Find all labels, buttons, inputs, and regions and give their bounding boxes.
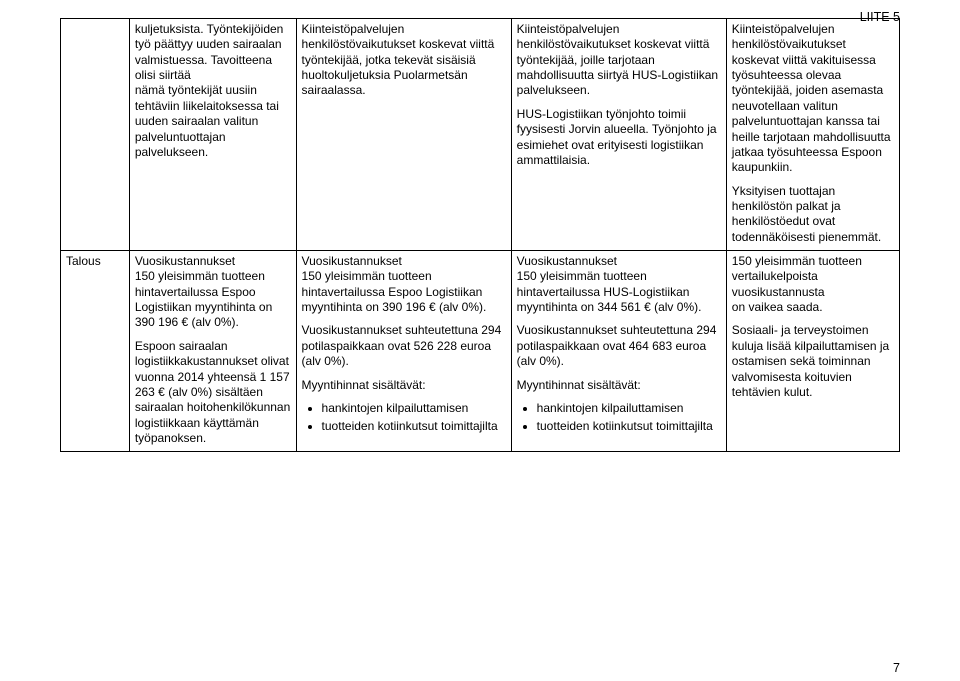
paragraph: HUS-Logistiikan työnjohto toimii fyysise… [517,107,721,168]
paragraph: kuljetuksista. Työntekijöiden työ päätty… [135,22,291,160]
list-item: hankintojen kilpailuttamisen [537,401,721,416]
paragraph: 150 yleisimmän tuotteen vertailukelpoist… [732,254,894,315]
paragraph: Myyntihinnat sisältävät: [517,378,721,393]
cell-row2-col4: 150 yleisimmän tuotteen vertailukelpoist… [726,251,899,452]
cell-row1-col3: Kiinteistöpalvelujen henkilöstövaikutuks… [511,19,726,251]
header-appendix: LIITE 5 [860,10,900,24]
cell-row2-col3: Vuosikustannukset 150 yleisimmän tuottee… [511,251,726,452]
paragraph: Vuosikustannukset 150 yleisimmän tuottee… [302,254,506,315]
cell-row1-col4: Kiinteistöpalvelujen henkilöstövaikutuks… [726,19,899,251]
paragraph: Vuosikustannukset suhteutettuna 294 poti… [517,323,721,369]
paragraph: Espoon sairaalan logistiikkakustannukset… [135,339,291,447]
row-label: Talous [66,254,101,268]
list-item: hankintojen kilpailuttamisen [322,401,506,416]
bullet-list: hankintojen kilpailuttamisen tuotteiden … [517,401,721,435]
table-row: Talous Vuosikustannukset 150 yleisimmän … [61,251,900,452]
cell-row1-col1: kuljetuksista. Työntekijöiden työ päätty… [129,19,296,251]
paragraph: Myyntihinnat sisältävät: [302,378,506,393]
paragraph: Kiinteistöpalvelujen henkilöstövaikutuks… [732,22,894,176]
paragraph: Kiinteistöpalvelujen henkilöstövaikutuks… [517,22,721,99]
page-number: 7 [893,661,900,675]
list-item: tuotteiden kotiinkutsut toimittajilta [322,419,506,434]
paragraph: Vuosikustannukset suhteutettuna 294 poti… [302,323,506,369]
cell-row1-col0 [61,19,130,251]
cell-row2-col1: Vuosikustannukset 150 yleisimmän tuottee… [129,251,296,452]
paragraph: Vuosikustannukset 150 yleisimmän tuottee… [135,254,291,331]
document-page: LIITE 5 kuljetuksista. Työntekijöiden ty… [0,0,960,681]
bullet-list: hankintojen kilpailuttamisen tuotteiden … [302,401,506,435]
paragraph: Yksityisen tuottajan henkilöstön palkat … [732,184,894,245]
list-heading: Myyntihinnat sisältävät: [302,378,426,392]
cell-row2-col0: Talous [61,251,130,452]
paragraph: Sosiaali- ja terveystoimen kuluja lisää … [732,323,894,400]
cell-row2-col2: Vuosikustannukset 150 yleisimmän tuottee… [296,251,511,452]
paragraph: Kiinteistöpalvelujen henkilöstövaikutuks… [302,22,506,99]
table-row: kuljetuksista. Työntekijöiden työ päätty… [61,19,900,251]
cell-row1-col2: Kiinteistöpalvelujen henkilöstövaikutuks… [296,19,511,251]
comparison-table: kuljetuksista. Työntekijöiden työ päätty… [60,18,900,452]
paragraph: Vuosikustannukset 150 yleisimmän tuottee… [517,254,721,315]
list-heading: Myyntihinnat sisältävät: [517,378,641,392]
list-item: tuotteiden kotiinkutsut toimittajilta [537,419,721,434]
